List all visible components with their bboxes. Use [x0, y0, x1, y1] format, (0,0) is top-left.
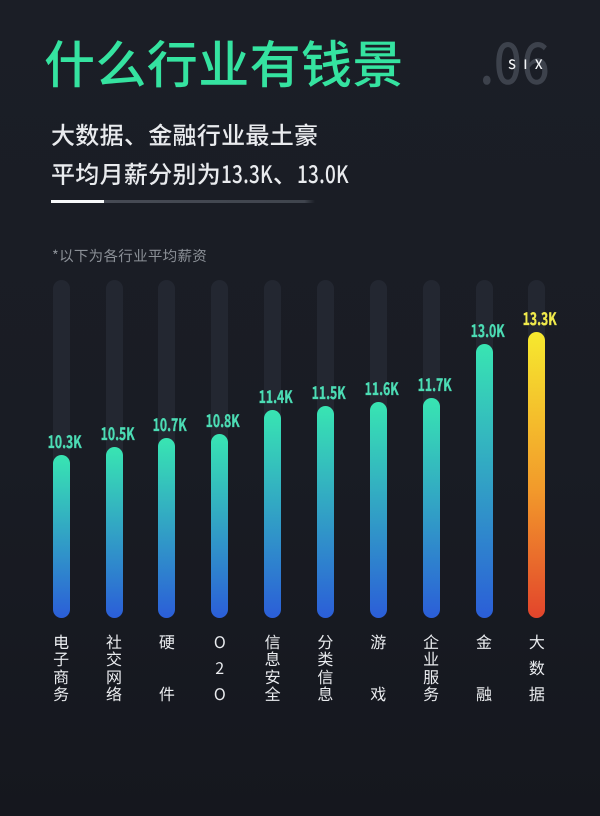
category-label: 企业服务	[419, 633, 443, 701]
category-label-char: 务	[423, 680, 440, 705]
category-label-char: 电	[53, 629, 70, 653]
salary-bar	[158, 438, 176, 618]
category-label-char: 金	[475, 629, 492, 653]
category-label-char: 类	[317, 646, 334, 671]
category-label-char: 务	[53, 680, 70, 705]
bar-value-label: 13.0K	[470, 316, 505, 342]
category-label-char: 融	[475, 681, 492, 705]
category-label-char: O	[213, 681, 226, 705]
numeric-text: 13.0K	[297, 155, 350, 190]
category-label-char: 全	[264, 680, 281, 705]
bar-value-label: 13.3K	[522, 304, 558, 330]
category-label-char: 子	[53, 646, 70, 671]
category-label: 游戏	[366, 633, 390, 701]
section-index-word: SIX	[508, 54, 551, 73]
salary-bar	[316, 406, 334, 618]
bar-value-label: 10.8K	[205, 406, 240, 432]
page-title: 什么行业有钱景	[44, 24, 404, 98]
category-label-char: 2	[215, 655, 225, 679]
category-label: 大数据	[525, 633, 549, 701]
subtitle: 大数据、金融行业最土豪 平均月薪分别为13.3K、13.0K	[51, 114, 349, 192]
category-label: 硬件	[155, 633, 179, 701]
category-label-char: 企	[423, 629, 440, 653]
category-label-char: 社	[106, 629, 123, 653]
category-label-char: 信	[317, 663, 334, 688]
bar-value-label: 11.6K	[364, 374, 399, 400]
salary-bar	[264, 410, 282, 618]
category-label-char: 络	[106, 680, 123, 705]
category-label-char: 信	[264, 629, 281, 653]
category-label: 金融	[472, 633, 496, 701]
bar-value-label: 11.4K	[258, 382, 293, 408]
category-label-char: 息	[317, 680, 334, 705]
bar-value-label: 11.5K	[311, 378, 346, 404]
category-label-char: 硬	[158, 629, 175, 653]
subtitle-line-2: 平均月薪分别为13.3K、13.0K	[51, 155, 350, 190]
category-label-char: 服	[423, 663, 440, 688]
category-label-char: O	[213, 629, 226, 653]
category-label-char: 数	[528, 655, 545, 679]
salary-bar	[528, 332, 546, 618]
divider-line	[51, 199, 315, 203]
salary-bar	[475, 344, 493, 618]
category-label-char: 游	[370, 629, 387, 653]
category-label-char: 大	[528, 629, 545, 653]
category-label-char: 戏	[370, 681, 387, 705]
section-index-number: .06	[479, 20, 550, 101]
category-label-char: 件	[158, 681, 175, 705]
category-label-char: 息	[264, 646, 281, 671]
category-label-char: 网	[106, 663, 123, 688]
category-label-char: 分	[317, 629, 334, 653]
salary-bar	[369, 402, 387, 618]
category-label-char: 业	[423, 646, 440, 671]
category-label: 社交网络	[102, 633, 126, 701]
category-label: 信息安全	[261, 633, 285, 701]
bar-value-label: 10.7K	[153, 410, 188, 436]
category-label: 电子商务	[49, 633, 73, 701]
salary-bar	[52, 455, 70, 618]
bar-value-label: 10.5K	[100, 419, 135, 445]
category-label-char: 安	[264, 663, 281, 688]
salary-bar	[211, 434, 229, 618]
bar-value-label: 11.7K	[417, 370, 452, 396]
category-label-char: 交	[106, 646, 123, 671]
bar-value-label: 10.3K	[47, 427, 82, 453]
salary-bar	[105, 447, 123, 618]
salary-bar	[422, 398, 440, 618]
category-label: 分类信息	[313, 633, 337, 701]
category-label-char: 据	[528, 681, 545, 705]
numeric-text: 13.3K	[221, 155, 273, 190]
category-label-char: 商	[53, 663, 70, 688]
subtitle-line-1: 大数据、金融行业最土豪	[51, 116, 319, 151]
footnote: *以下为各行业平均薪资	[52, 245, 208, 266]
